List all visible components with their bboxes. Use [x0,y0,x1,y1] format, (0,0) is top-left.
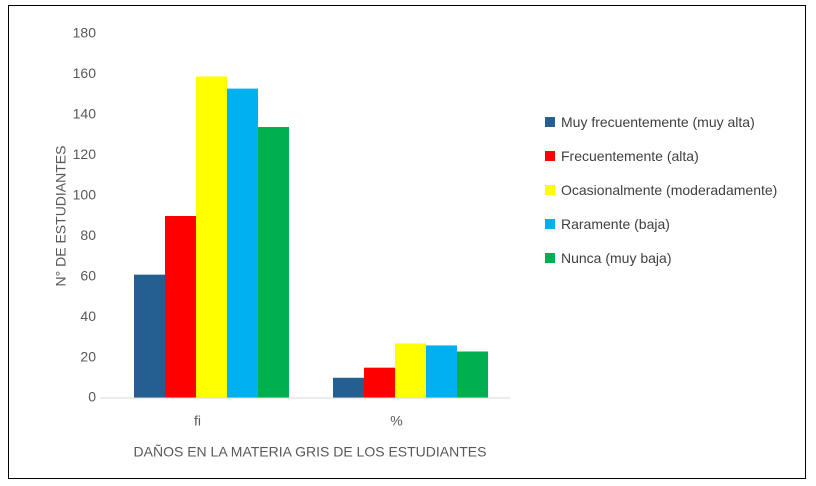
x-tick-label: fi [194,413,201,429]
legend: Muy frecuentemente (muy alta) Frecuenteme… [545,112,785,268]
bar [395,343,426,398]
bar [364,367,395,398]
legend-swatch [545,253,555,263]
bar [134,274,165,398]
legend-item: Frecuentemente (alta) [545,146,785,166]
y-tick-label: 20 [80,348,96,364]
y-axis-title: N° DE ESTUDIANTES [53,146,69,287]
y-tick-label: 100 [73,186,97,202]
bar [196,76,227,398]
y-tick-label: 80 [80,227,96,243]
y-tick-label: 140 [73,106,97,122]
bar [165,216,196,398]
y-tick-label: 160 [73,65,97,81]
y-tick-label: 60 [80,267,96,283]
legend-item: Raramente (baja) [545,214,785,234]
bar [258,127,289,399]
legend-label: Ocasionalmente (moderadamente) [561,182,778,198]
legend-swatch [545,185,555,195]
legend-label: Nunca (muy baja) [561,250,672,266]
x-axis-title: DAÑOS EN LA MATERIA GRIS DE LOS ESTUDIAN… [134,444,487,460]
legend-item: Nunca (muy baja) [545,248,785,268]
x-tick-label: % [390,413,402,429]
y-tick-label: 40 [80,308,96,324]
y-tick-label: 180 [73,25,97,41]
legend-swatch [545,219,555,229]
legend-label: Muy frecuentemente (muy alta) [561,114,755,130]
bar [426,345,457,398]
bar [227,88,258,398]
y-tick-label: 120 [73,146,97,162]
bar [333,377,364,398]
bar [457,351,488,398]
legend-label: Frecuentemente (alta) [561,148,699,164]
chart-frame [8,5,806,479]
legend-item: Muy frecuentemente (muy alta) [545,112,785,132]
y-tick-label: 0 [88,389,96,405]
legend-label: Raramente (baja) [561,216,670,232]
legend-swatch [545,151,555,161]
legend-swatch [545,117,555,127]
legend-item: Ocasionalmente (moderadamente) [545,180,785,200]
